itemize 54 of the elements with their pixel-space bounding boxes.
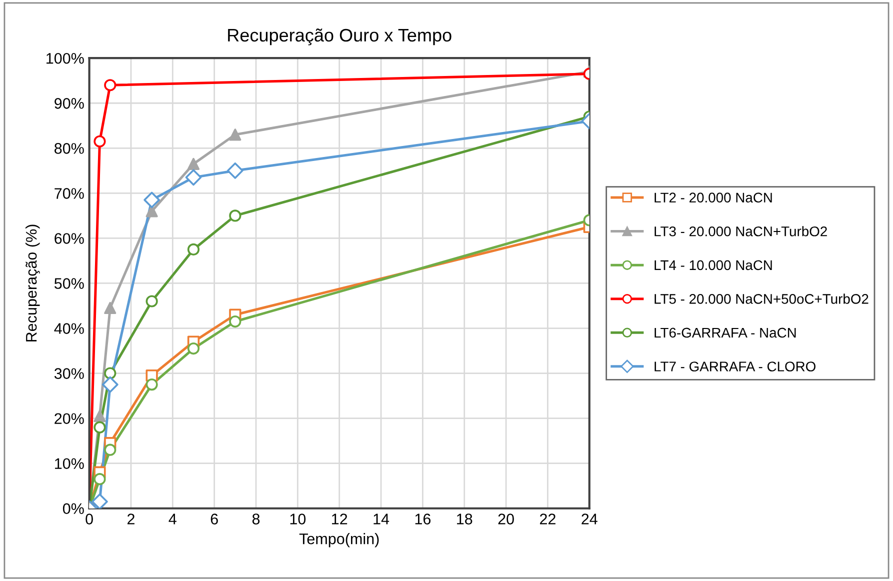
point <box>229 210 242 222</box>
point <box>185 169 202 186</box>
point <box>94 410 106 422</box>
point <box>144 192 160 208</box>
legend-label: LT2 - 20.000 NaCN <box>654 192 772 203</box>
point <box>104 367 116 380</box>
x-tick-label: 8 <box>252 514 260 524</box>
y-tick-label: 60% <box>54 233 84 244</box>
point <box>146 295 158 308</box>
point <box>187 243 200 256</box>
x-tick-label: 14 <box>374 514 390 524</box>
point <box>94 421 106 434</box>
point <box>102 376 118 393</box>
y-tick-label: 20% <box>54 413 84 424</box>
point <box>92 493 108 508</box>
chart-title: Recuperação Ouro x Tempo <box>228 28 452 46</box>
y-tick-label: 80% <box>54 143 84 154</box>
x-tick-label: 10 <box>290 514 306 524</box>
x-tick-label: 16 <box>415 514 431 524</box>
y-tick-label: 30% <box>54 368 84 379</box>
legend-label: LT6-GARRAFA - NaCN <box>654 328 796 338</box>
x-tick-label: 22 <box>540 514 556 524</box>
point <box>94 135 106 148</box>
legend-label: LT7 - GARRAFA - CLORO <box>654 362 816 372</box>
point <box>226 162 244 179</box>
x-tick-label: 18 <box>457 514 472 524</box>
point <box>187 158 200 170</box>
x-tick-label: 12 <box>332 514 348 524</box>
point <box>229 128 242 141</box>
legend-label: LT5 - 20.000 NaCN+50oC+TurbO2 <box>654 294 868 304</box>
y-tick-label: 50% <box>54 278 84 289</box>
x-tick-label: 24 <box>582 514 598 524</box>
y-tick-label: 100% <box>46 52 84 64</box>
point <box>104 79 116 92</box>
x-tick-label: 4 <box>168 514 176 524</box>
y-axis-title: Recuperação (%) <box>26 224 40 342</box>
x-tick-label: 2 <box>127 514 134 524</box>
y-tick-label: 0% <box>62 503 84 514</box>
legend-label: LT3 - 20.000 NaCN+TurbO2 <box>654 226 827 236</box>
x-tick-label: 20 <box>498 514 514 524</box>
legend-label: LT4 - 10.000 NaCN <box>654 260 772 270</box>
point <box>187 342 200 355</box>
point <box>94 473 106 486</box>
y-tick-label: 40% <box>54 323 84 334</box>
y-tick-label: 10% <box>55 458 84 470</box>
y-tick-label: 70% <box>54 188 84 199</box>
y-tick-label: 90% <box>54 98 84 109</box>
point <box>104 444 116 456</box>
x-tick-label: 6 <box>210 514 218 524</box>
x-tick-label: 0 <box>86 514 93 524</box>
point <box>229 315 242 328</box>
point <box>104 302 116 314</box>
point <box>146 378 158 391</box>
x-axis-title: Tempo(min) <box>299 533 379 548</box>
